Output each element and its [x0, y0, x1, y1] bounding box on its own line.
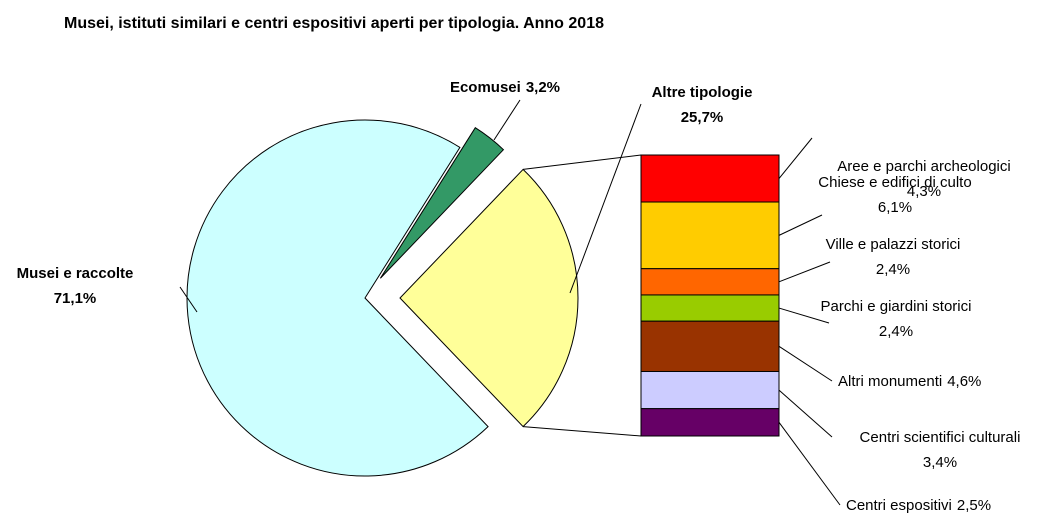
leader-line — [778, 345, 833, 382]
label-name: Aree e parchi archeologici — [837, 158, 1010, 175]
chart-title: Musei, istituti similari e centri esposi… — [64, 15, 604, 32]
leader-line — [569, 103, 642, 294]
label-name: Centri scientifici culturali — [860, 429, 1021, 446]
bar-segment — [640, 408, 780, 437]
bar-segment — [640, 320, 780, 372]
data-label: Altri monumenti 4,6% — [838, 373, 981, 390]
label-value: 2,5% — [957, 497, 991, 514]
pie-slice — [399, 168, 579, 428]
label-value: 25,7% — [681, 109, 724, 126]
label-name: Altre tipologie — [652, 84, 753, 101]
data-label: Ecomusei 3,2% — [450, 79, 560, 96]
data-label: Chiese e edifici di culto 6,1% — [818, 174, 971, 216]
connector — [523, 154, 642, 170]
connector — [523, 426, 642, 437]
label-value: 4,3% — [907, 183, 941, 200]
label-name: Altri monumenti — [838, 373, 942, 390]
leader-line — [778, 261, 831, 283]
bar-segment — [640, 294, 780, 322]
bar-segment — [640, 370, 780, 410]
label-value: 2,4% — [876, 261, 910, 278]
leader-line — [778, 422, 841, 506]
leader-line — [778, 307, 830, 324]
leader-line — [778, 214, 823, 236]
bar-segment — [640, 268, 780, 296]
label-name: Musei e raccolte — [17, 265, 134, 282]
leader-line — [493, 99, 521, 141]
data-label: Musei e raccolte 71,1% — [17, 265, 134, 307]
data-label: Ville e palazzi storici 2,4% — [826, 236, 961, 278]
pie-slice — [186, 119, 489, 477]
data-label: Parchi e giardini storici 2,4% — [821, 298, 972, 340]
label-name: Centri espositivi — [846, 497, 952, 514]
data-label: Centri scientifici culturali 3,4% — [860, 429, 1021, 471]
data-label: Altre tipologie 25,7% — [652, 84, 753, 126]
label-name: Ecomusei — [450, 79, 521, 96]
label-value: 4,6% — [947, 373, 981, 390]
bar-segment — [640, 201, 780, 270]
label-name: Parchi e giardini storici — [821, 298, 972, 315]
label-name: Chiese e edifici di culto — [818, 174, 971, 191]
data-label: Aree e parchi archeologici 4,3% — [837, 158, 1010, 200]
label-name: Ville e palazzi storici — [826, 236, 961, 253]
label-value: 3,2% — [526, 79, 560, 96]
label-value: 6,1% — [878, 199, 912, 216]
pie-slice — [379, 127, 505, 279]
bar-segment — [640, 154, 780, 203]
label-value: 2,4% — [879, 323, 913, 340]
label-value: 71,1% — [54, 290, 97, 307]
data-label: Centri espositivi 2,5% — [846, 497, 991, 514]
leader-line — [778, 137, 813, 179]
leader-line — [179, 286, 198, 313]
leader-line — [778, 389, 833, 438]
label-value: 3,4% — [923, 454, 957, 471]
